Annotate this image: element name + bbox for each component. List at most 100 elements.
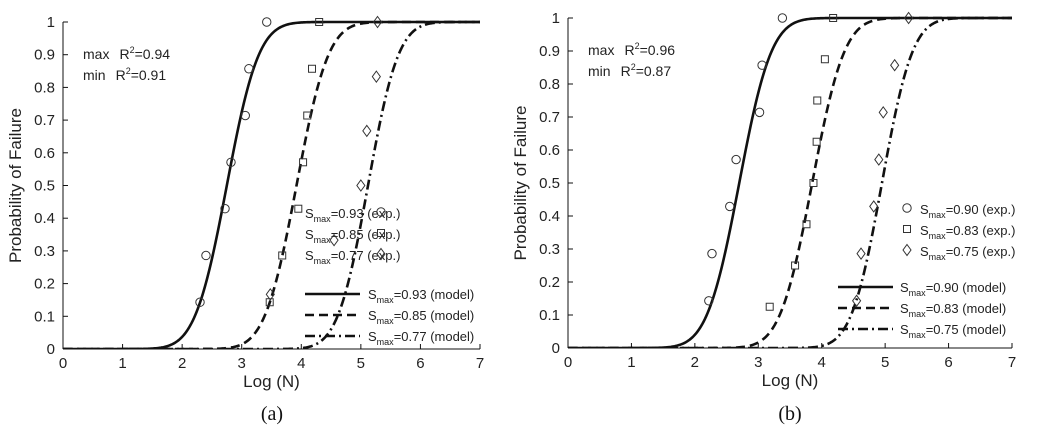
data-point-diamond	[878, 106, 888, 119]
data-point-diamond	[362, 124, 372, 138]
data-point-diamond	[890, 58, 900, 72]
legend-name: =0.90 (model)	[926, 280, 1007, 295]
legend-name: =0.90 (exp.)	[946, 202, 1016, 217]
data-point-circle	[757, 60, 767, 70]
legend-name: =0.75 (model)	[926, 322, 1007, 337]
legend-subscript: max	[314, 235, 332, 245]
data-point-square	[791, 261, 800, 270]
annotation-prefix: max	[83, 46, 109, 62]
legend-entry-model: Smax=0.75 (model)	[900, 322, 1006, 340]
y-tick-label: 0.1	[539, 307, 560, 324]
data-point-circle	[725, 201, 735, 212]
y-tick-label: 0.2	[34, 276, 55, 293]
x-tick-label: 3	[238, 355, 246, 372]
legend-marker-square	[903, 225, 911, 233]
data-point-circle	[244, 64, 254, 74]
legend-entry-exp: Smax=0.85 (exp.)	[305, 227, 400, 245]
data-point-circle	[754, 107, 765, 118]
legend-name: =0.77 (exp.)	[331, 248, 401, 263]
data-point-circle	[777, 13, 788, 23]
legend-name: =0.75 (exp.)	[946, 244, 1016, 259]
y-tick-label: 0.7	[34, 112, 55, 129]
annotation-superscript: 2	[126, 66, 131, 76]
legend-entry-model: Smax=0.83 (model)	[900, 301, 1006, 319]
x-tick-label: 5	[881, 354, 889, 371]
data-point-diamond	[371, 70, 381, 83]
x-tick-label: 7	[1008, 354, 1016, 371]
chart-panel-b: 0 1 2 3 4 5 6 7 0 0.1 0.2 0.3 0.4 0.5 0.6 0.7 0.8 0.9 1 Log…	[511, 10, 1016, 425]
y-tick-label: 1	[552, 10, 560, 27]
legend-symbol: S	[368, 308, 377, 323]
legend-marker-circle	[376, 207, 386, 217]
x-tick-label: 4	[297, 355, 305, 372]
legend: Smax=0.90 (exp.)Smax=0.83 (exp.)Smax=0.7…	[838, 202, 1015, 340]
legend-symbol: S	[900, 322, 909, 337]
y-tick-label: 0.8	[539, 76, 560, 93]
legend-name: =0.85 (exp.)	[331, 227, 401, 242]
data-point-square	[829, 14, 838, 22]
data-point-diamond	[874, 153, 884, 166]
x-axis-label: Log (N)	[762, 371, 819, 390]
legend-subscript: max	[314, 214, 332, 224]
legend-entry-model: Smax=0.77 (model)	[368, 329, 474, 347]
legend-subscript: max	[909, 330, 927, 340]
legend-entry-exp: Smax=0.90 (exp.)	[920, 202, 1015, 220]
legend-symbol: S	[305, 206, 314, 221]
series-line-dashed	[63, 20, 480, 349]
data-point-square	[299, 158, 308, 167]
legend-entry-model: Smax=0.85 (model)	[368, 308, 474, 326]
x-tick-label: 4	[818, 354, 826, 371]
annotation-prefix: min	[588, 63, 611, 79]
y-tick-label: 0.5	[539, 175, 560, 192]
chart-panel-a: 0 1 2 3 4 5 6 7 0 0.1 0.2 0.3 0.4 0.5 0.6 0.7 0.8 0.9 1 Log…	[6, 14, 484, 425]
legend-symbol: S	[900, 301, 909, 316]
legend-entry-exp: Smax=0.93 (exp.)	[305, 206, 400, 224]
legend-symbol: S	[368, 287, 377, 302]
legend-symbol: S	[920, 223, 929, 238]
legend-subscript: max	[314, 256, 332, 266]
data-point-diamond	[851, 294, 862, 308]
y-tick-label: 0.1	[34, 308, 55, 325]
data-point-square	[765, 302, 774, 311]
legend-marker-diamond	[376, 247, 386, 261]
experimental-points	[704, 11, 914, 311]
y-axis-label: Probability of Failure	[511, 106, 530, 261]
data-point-diamond	[856, 247, 866, 260]
data-point-diamond	[356, 179, 366, 192]
y-tick-label: 0	[552, 340, 560, 357]
y-tick-label: 0.2	[539, 274, 560, 291]
data-point-circle	[195, 297, 205, 307]
legend-subscript: max	[377, 316, 395, 326]
r-squared-annotation: max R2=0.94	[83, 45, 170, 62]
legend-subscript: max	[909, 288, 927, 298]
data-point-circle	[201, 250, 211, 261]
data-point-diamond	[869, 200, 879, 213]
annotation-symbol: R	[621, 63, 631, 79]
legend-marker-circle	[902, 203, 912, 213]
data-point-circle	[220, 204, 230, 214]
data-point-circle	[731, 154, 741, 165]
legend-symbol: S	[920, 244, 929, 259]
legend-subscript: max	[929, 231, 947, 241]
annotation-symbol: R	[624, 42, 634, 58]
legend: Smax=0.93 (exp.)Smax=0.85 (exp.)Smax=0.7…	[305, 206, 474, 347]
legend-symbol: S	[900, 280, 909, 295]
annotation-symbol: R	[119, 46, 129, 62]
data-point-square	[820, 55, 829, 64]
y-tick-label: 0.9	[539, 43, 560, 60]
x-tick-label: 6	[416, 355, 424, 372]
r-squared-annotation: max R2=0.96	[588, 41, 675, 58]
y-tick-label: 0.9	[34, 47, 55, 64]
x-tick-label: 0	[564, 354, 572, 371]
legend-subscript: max	[377, 295, 395, 305]
legend-symbol: S	[305, 248, 314, 263]
legend-name: =0.93 (model)	[394, 287, 475, 302]
y-tick-label: 0.7	[539, 109, 560, 126]
legend-subscript: max	[377, 337, 395, 347]
legend-name: =0.83 (model)	[926, 301, 1007, 316]
legend-symbol: S	[305, 227, 314, 242]
y-tick-label: 0.3	[34, 243, 55, 260]
y-tick-label: 1	[47, 14, 55, 31]
data-point-circle	[240, 110, 250, 121]
y-tick-label: 0.6	[34, 145, 55, 162]
